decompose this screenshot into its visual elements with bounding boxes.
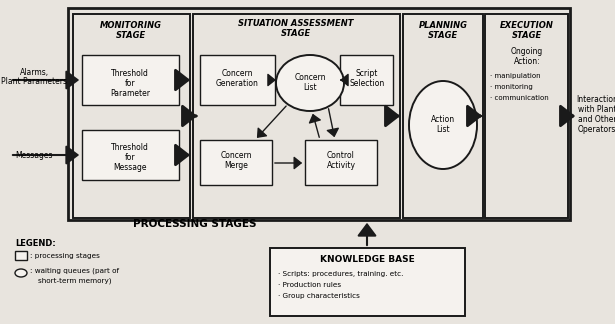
- Ellipse shape: [409, 81, 477, 169]
- Bar: [82, 130, 179, 180]
- Text: · communication: · communication: [490, 95, 549, 101]
- Text: with Plant: with Plant: [577, 106, 615, 114]
- Bar: [403, 14, 483, 218]
- Bar: [270, 248, 465, 316]
- Text: Action:: Action:: [514, 56, 541, 65]
- Text: MONITORING: MONITORING: [100, 21, 162, 30]
- Text: Activity: Activity: [327, 161, 355, 170]
- Text: Threshold: Threshold: [111, 68, 149, 77]
- Text: Ongoing: Ongoing: [511, 47, 543, 55]
- Text: · Group characteristics: · Group characteristics: [278, 293, 360, 299]
- Text: Operators: Operators: [578, 125, 615, 134]
- Bar: [82, 55, 179, 105]
- Text: EXECUTION: EXECUTION: [500, 21, 554, 30]
- Text: Messages: Messages: [15, 151, 53, 159]
- Text: Plant Parameters: Plant Parameters: [1, 76, 67, 86]
- Text: : waiting queues (part of: : waiting queues (part of: [30, 268, 119, 274]
- Text: List: List: [436, 125, 450, 134]
- Text: · manipulation: · manipulation: [490, 73, 541, 79]
- Bar: [200, 55, 275, 105]
- Text: for: for: [125, 154, 135, 163]
- Bar: [15, 251, 27, 260]
- Text: Parameter: Parameter: [110, 88, 150, 98]
- Text: SITUATION ASSESSMENT: SITUATION ASSESSMENT: [238, 19, 354, 29]
- Text: short-term memory): short-term memory): [38, 278, 111, 284]
- Text: and Other: and Other: [577, 115, 615, 124]
- Ellipse shape: [276, 55, 344, 111]
- Text: Concern: Concern: [221, 68, 253, 77]
- Text: Message: Message: [113, 164, 147, 172]
- Text: Script: Script: [356, 68, 378, 77]
- Bar: [200, 140, 272, 185]
- Text: STAGE: STAGE: [281, 29, 311, 38]
- Text: Generation: Generation: [216, 78, 258, 87]
- Text: List: List: [303, 83, 317, 91]
- Ellipse shape: [15, 269, 27, 277]
- Text: Interaction: Interaction: [576, 96, 615, 105]
- Text: · monitoring: · monitoring: [490, 84, 533, 90]
- Text: Alarms,: Alarms,: [20, 67, 49, 76]
- Text: Concern: Concern: [220, 152, 252, 160]
- Text: Concern: Concern: [294, 73, 326, 82]
- Text: Threshold: Threshold: [111, 144, 149, 153]
- Text: PROCESSING STAGES: PROCESSING STAGES: [133, 219, 256, 229]
- Text: Control: Control: [327, 152, 355, 160]
- Text: Merge: Merge: [224, 161, 248, 170]
- Bar: [340, 55, 393, 105]
- Text: : processing stages: : processing stages: [30, 253, 100, 259]
- Text: LEGEND:: LEGEND:: [15, 238, 56, 248]
- Text: STAGE: STAGE: [512, 30, 542, 40]
- Text: Action: Action: [431, 114, 455, 123]
- Bar: [485, 14, 568, 218]
- Text: · Production rules: · Production rules: [278, 282, 341, 288]
- Text: · Scripts: procedures, training. etc.: · Scripts: procedures, training. etc.: [278, 271, 403, 277]
- Bar: [73, 14, 190, 218]
- Text: Selection: Selection: [349, 78, 384, 87]
- Text: KNOWLEDGE BASE: KNOWLEDGE BASE: [320, 256, 415, 264]
- Text: STAGE: STAGE: [428, 30, 458, 40]
- Text: PLANNING: PLANNING: [418, 21, 467, 30]
- Bar: [305, 140, 377, 185]
- Text: for: for: [125, 78, 135, 87]
- Bar: [68, 8, 570, 220]
- Bar: [193, 14, 400, 218]
- Text: STAGE: STAGE: [116, 30, 146, 40]
